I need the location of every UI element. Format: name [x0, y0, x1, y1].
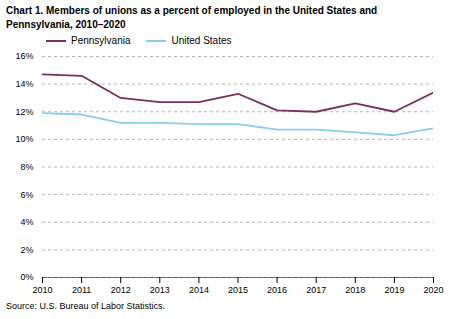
svg-text:0%: 0% — [20, 272, 33, 282]
html-text:Pennsylvania, 2010–2020: Pennsylvania, 2010–2020 — [6, 18, 126, 30]
svg-text:2%: 2% — [20, 245, 33, 255]
svg-text:2016: 2016 — [267, 285, 287, 295]
svg-text:8%: 8% — [20, 162, 33, 172]
svg-text:16%: 16% — [15, 51, 33, 61]
svg-text:12%: 12% — [15, 107, 33, 117]
html-text:United States: United States — [171, 35, 232, 46]
svg-text:2011: 2011 — [72, 285, 91, 295]
svg-text:2012: 2012 — [111, 285, 131, 295]
svg-text:2010: 2010 — [32, 285, 52, 295]
svg-text:2020: 2020 — [423, 285, 443, 295]
html-text:Pennsylvania: Pennsylvania — [71, 35, 131, 46]
svg-text:2015: 2015 — [228, 285, 248, 295]
svg-text:2013: 2013 — [150, 285, 170, 295]
svg-text:6%: 6% — [20, 190, 33, 200]
svg-text:2018: 2018 — [345, 285, 365, 295]
svg-text:2019: 2019 — [384, 285, 404, 295]
html-text:Chart 1. Members of unions as: Chart 1. Members of unions as a percent … — [6, 5, 378, 16]
svg-text:4%: 4% — [20, 217, 33, 227]
svg-text:14%: 14% — [15, 79, 33, 89]
html-text:Source: U.S. Bureau of Labor S: Source: U.S. Bureau of Labor Statistics. — [6, 301, 166, 311]
svg-text:2014: 2014 — [189, 285, 209, 295]
svg-text:10%: 10% — [15, 134, 33, 144]
svg-text:2017: 2017 — [306, 285, 326, 295]
